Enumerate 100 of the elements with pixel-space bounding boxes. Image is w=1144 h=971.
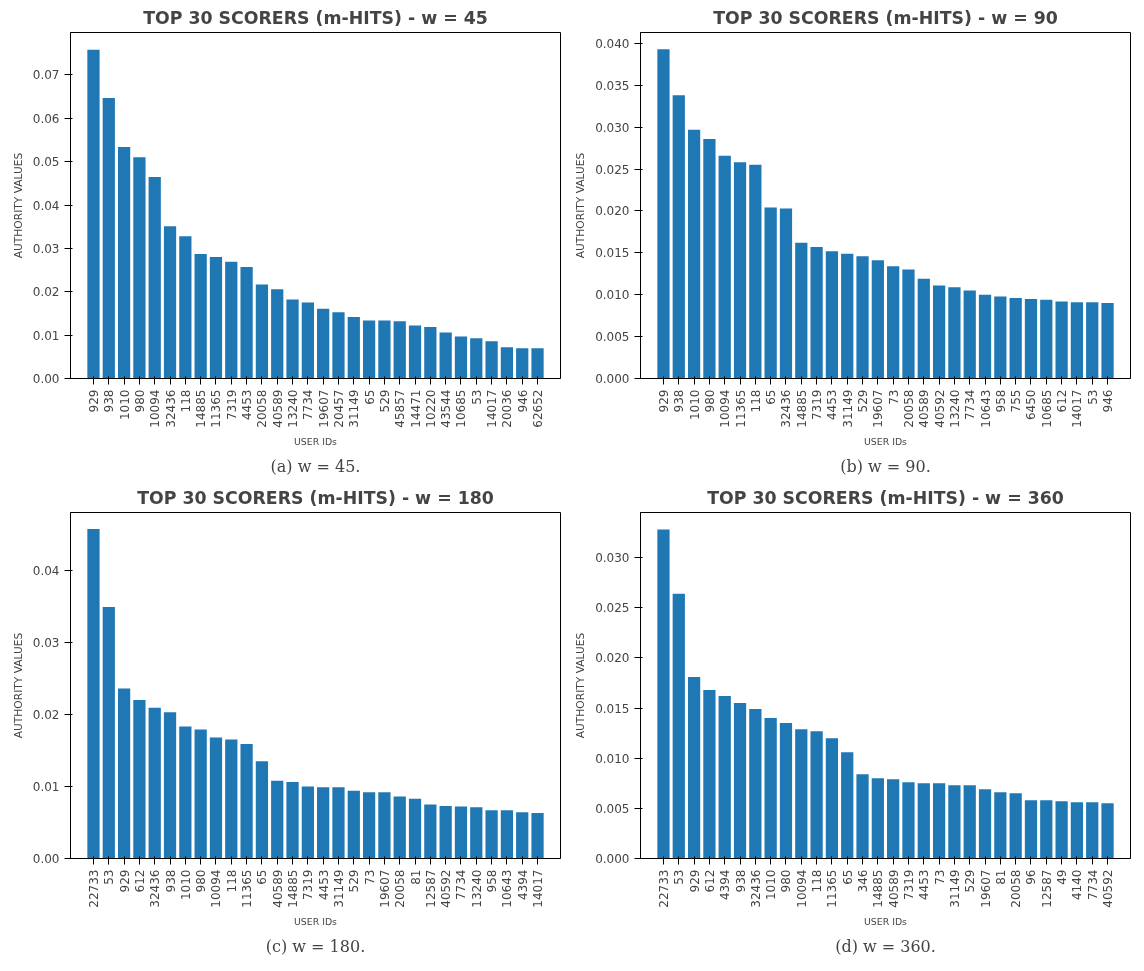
x-tick-label: 4140: [1070, 869, 1085, 901]
x-tick-label: 73: [362, 869, 377, 885]
x-tick-label: 32436: [148, 869, 163, 908]
x-tick-label: 10094: [794, 869, 809, 908]
x-tick-label: 938: [163, 869, 178, 893]
x-tick-label: 929: [656, 389, 671, 413]
x-tick-label: 612: [702, 869, 717, 893]
text: (b) w = 90.: [840, 456, 931, 476]
x-tick-label: 10685: [1039, 389, 1054, 428]
y-tick-label: 0.005: [595, 330, 630, 345]
x-tick-label: 62652: [531, 389, 546, 428]
x-tick-label: 10685: [454, 389, 469, 428]
x-tick-label: 10094: [209, 869, 224, 908]
x-tick-label: 22733: [656, 869, 671, 908]
x-tick-label: 20058: [255, 389, 270, 428]
x-tick-label: 31149: [347, 389, 362, 428]
x-tick-label: 10643: [500, 869, 515, 908]
x-tick-label: 118: [810, 869, 825, 893]
x-tick-label: 40592: [1101, 869, 1116, 908]
x-tick-label: 1010: [117, 389, 132, 421]
x-tick-label: 7319: [224, 389, 239, 421]
x-tick-label: 946: [1101, 389, 1116, 413]
y-tick-label: 0.015: [595, 246, 630, 261]
x-tick-label: 20058: [1009, 869, 1024, 908]
x-tick-label: 11365: [240, 869, 255, 908]
y-tick-label: 0.00: [32, 372, 60, 386]
x-tick-label: 53: [1085, 389, 1100, 405]
x-tick-label: 14885: [871, 869, 886, 908]
x-tick-label: 53: [102, 869, 117, 885]
x-tick-label: 1010: [687, 389, 702, 421]
x-tick-label: 40589: [886, 869, 901, 908]
x-tick-label: 53: [469, 389, 484, 405]
x-tick-label: 7734: [963, 389, 978, 421]
x-tick-label: 20058: [901, 389, 916, 428]
x-tick-label: 4453: [240, 389, 255, 421]
y-tick-label: 0.035: [595, 78, 630, 93]
x-axis-title: USER IDs: [294, 915, 338, 927]
x-tick-label: 958: [993, 389, 1008, 413]
x-tick-label: 32436: [779, 389, 794, 428]
x-tick-label: 10643: [978, 389, 993, 428]
x-tick-label: 4394: [718, 869, 733, 901]
y-tick-label: 0.07: [32, 68, 60, 83]
x-tick-label: 7734: [454, 869, 469, 901]
x-tick-label: 31149: [331, 869, 346, 908]
x-tick-label: 14885: [794, 389, 809, 428]
x-tick-label: 7319: [901, 869, 916, 901]
x-tick-label: 81: [993, 869, 1008, 885]
x-axis-title: USER IDs: [864, 915, 908, 927]
text: (a) w = 45.: [270, 456, 361, 476]
x-tick-label: 529: [963, 869, 978, 893]
x-tick-label: 118: [748, 389, 763, 413]
x-tick-label: 14471: [408, 389, 423, 428]
x-axis-title: USER IDs: [864, 435, 908, 447]
x-tick-label: 14017: [1070, 389, 1085, 428]
x-tick-label: 32436: [163, 389, 178, 428]
y-axis-title: AUTHORITY VALUES: [11, 152, 25, 259]
x-tick-label: 929: [117, 869, 132, 893]
x-tick-label: 40589: [270, 389, 285, 428]
text: (d) w = 360.: [835, 936, 936, 956]
x-tick-label: 40589: [270, 869, 285, 908]
x-tick-label: 6450: [1024, 389, 1039, 421]
x-tick-label: 612: [1055, 389, 1070, 413]
y-axis-title: AUTHORITY VALUES: [574, 152, 588, 259]
x-tick-label: 14885: [286, 869, 301, 908]
x-tick-label: 929: [687, 869, 702, 893]
x-tick-label: 40589: [917, 389, 932, 428]
chart-title: TOP 30 SCORERS (m-HITS) - w = 90: [713, 7, 1058, 28]
x-tick-label: 13240: [286, 389, 301, 428]
x-tick-label: 612: [132, 869, 147, 893]
y-tick-label: 0.04: [32, 198, 60, 213]
x-tick-label: 938: [733, 869, 748, 893]
y-tick-label: 0.015: [595, 701, 630, 716]
x-tick-label: 96: [1024, 869, 1039, 885]
chart-title: TOP 30 SCORERS (m-HITS) - w = 45: [143, 7, 488, 28]
y-axis-title: AUTHORITY VALUES: [574, 632, 588, 739]
y-tick-label: 0.02: [32, 285, 60, 300]
x-tick-label: 32436: [748, 869, 763, 908]
x-tick-label: 529: [856, 389, 871, 413]
y-tick-label: 0.020: [595, 204, 630, 219]
x-tick-label: 22733: [86, 869, 101, 908]
y-tick-label: 0.05: [32, 155, 60, 170]
x-tick-label: 938: [102, 389, 117, 413]
chart-title: TOP 30 SCORERS (m-HITS) - w = 360: [707, 487, 1064, 508]
x-tick-label: 12587: [1039, 869, 1054, 908]
x-tick-label: 980: [702, 389, 717, 413]
x-tick-label: 929: [86, 389, 101, 413]
x-tick-label: 1010: [178, 869, 193, 901]
y-tick-label: 0.040: [595, 36, 630, 51]
x-tick-label: 7319: [301, 869, 316, 901]
x-tick-label: 11365: [733, 389, 748, 428]
y-tick-label: 0.020: [595, 651, 630, 666]
x-tick-label: 14885: [194, 389, 209, 428]
x-tick-label: 40592: [439, 869, 454, 908]
y-tick-label: 0.04: [32, 563, 60, 578]
y-tick-label: 0.03: [32, 241, 60, 256]
x-tick-label: 11365: [825, 869, 840, 908]
x-tick-label: 20058: [393, 869, 408, 908]
x-tick-label: 12587: [423, 869, 438, 908]
x-tick-label: 19607: [377, 869, 392, 908]
x-tick-label: 31149: [947, 869, 962, 908]
